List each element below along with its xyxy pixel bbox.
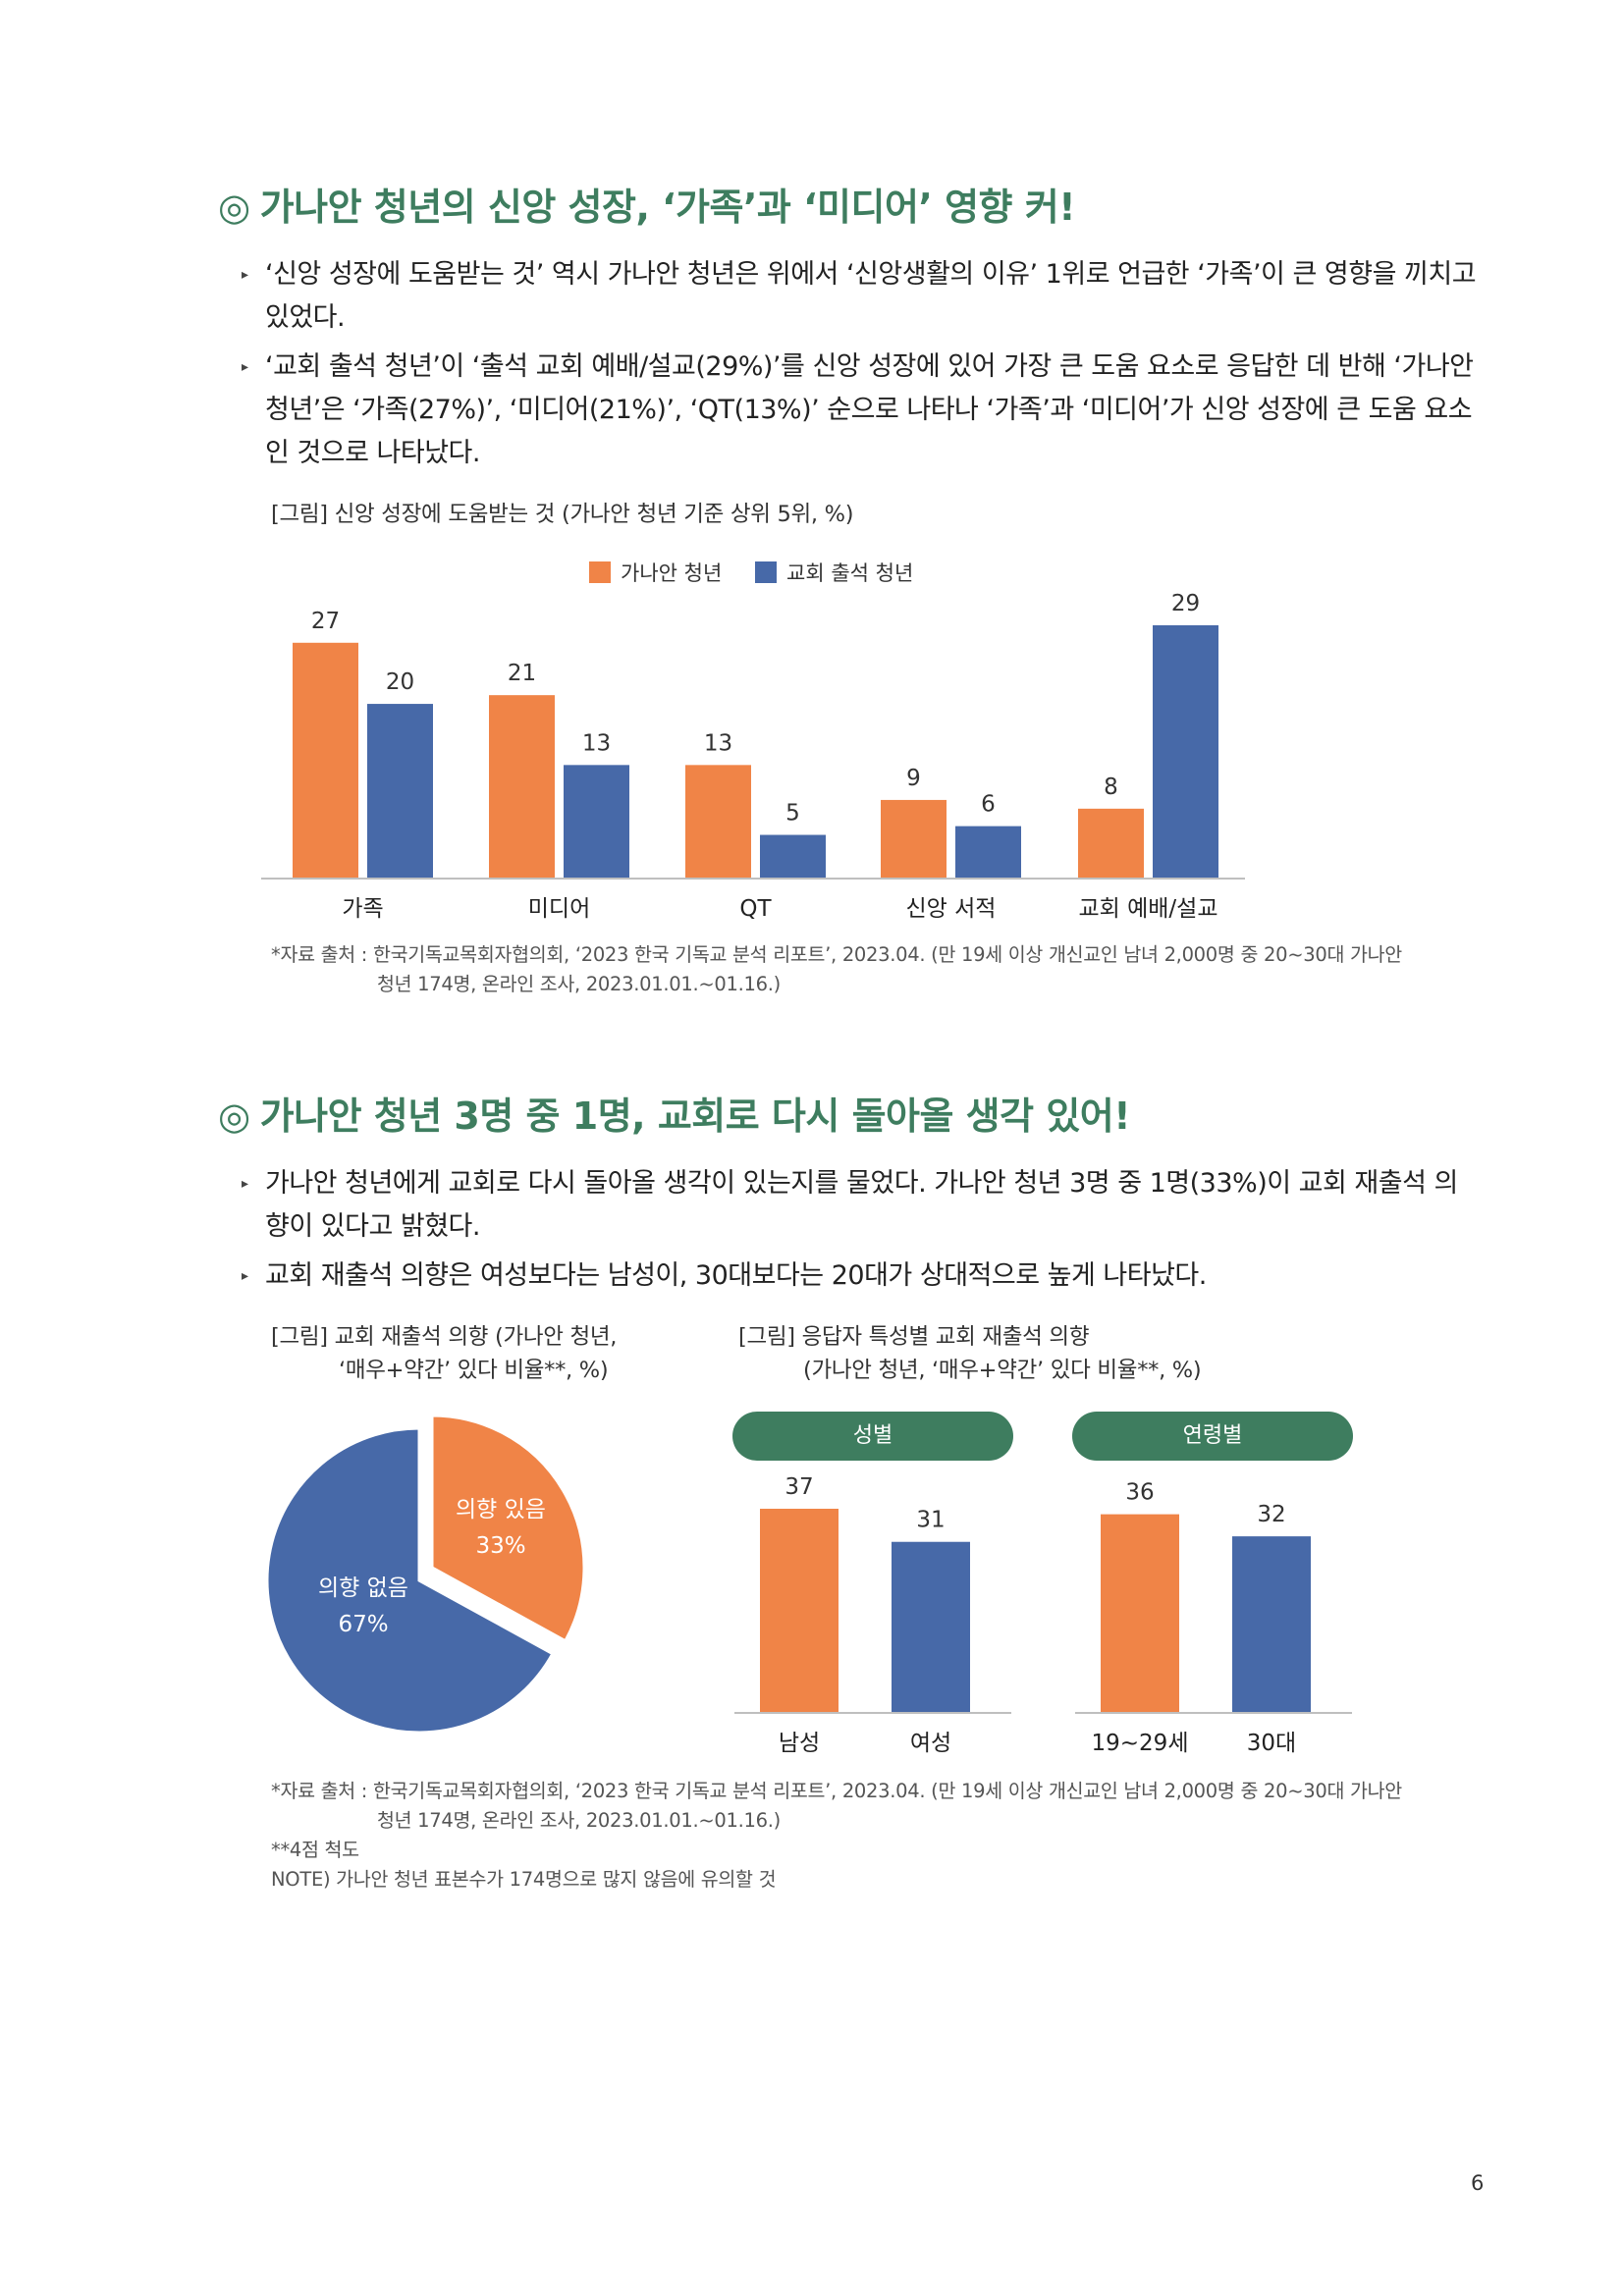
gender-bar-1: [892, 1541, 970, 1713]
bar-caption-line1: [그림] 응답자 특성별 교회 재출석 의향: [738, 1324, 1090, 1350]
pie-slice-willing: [430, 1414, 586, 1643]
bar-attending-0: [367, 704, 433, 879]
category-label: QT: [739, 896, 772, 922]
pie-slice-percent: 67%: [338, 1612, 388, 1637]
section2-bullet-1: 가나안 청년에게 교회로 다시 돌아올 생각이 있는지를 물었다. 가나안 청년…: [265, 1168, 1458, 1242]
section1-source-line1: *자료 출처 : 한국기독교목회자협의회, ‘2023 한국 기독교 분석 리포…: [271, 943, 1402, 966]
category-label: 미디어: [528, 896, 590, 922]
section1-source-line2: 청년 174명, 온라인 조사, 2023.01.01.~01.16.): [377, 973, 781, 995]
bar-value-label: 21: [508, 661, 536, 686]
bar-caption-line2: (가나안 청년, ‘매우+약간’ 있다 비율**, %): [803, 1358, 1202, 1383]
bar-value-label: 13: [582, 730, 611, 756]
category-label: 남성: [779, 1731, 820, 1756]
bar-value-label: 32: [1257, 1502, 1285, 1527]
bar-canaan-0: [293, 642, 358, 879]
bar-canaan-3: [881, 799, 947, 879]
age-bar-1: [1232, 1536, 1311, 1713]
gender-bar-0: [760, 1509, 839, 1713]
bullet-icon: ▸: [242, 267, 249, 283]
bar-value-label: 6: [981, 792, 996, 818]
gender-group-pill: 성별: [732, 1412, 1013, 1461]
bullet-icon: ▸: [242, 1268, 249, 1284]
section1-bullet-2: ‘교회 출석 청년’이 ‘출석 교회 예배/설교(29%)’를 신앙 성장에 있…: [265, 351, 1474, 468]
legend-label: 가나안 청년: [621, 561, 722, 585]
age-bar-0: [1101, 1514, 1179, 1713]
faith-growth-bar-chart: 가나안 청년 교회 출석 청년 27 20 21 13 13 5 9 6 8 29 가족 미디어 QT 신…: [261, 561, 1245, 922]
reattendance-pie-chart: 의향 있음 33% 의향 없음 67%: [265, 1414, 586, 1735]
sample-size-note: NOTE) 가나안 청년 표본수가 174명으로 많지 않음에 유의할 것: [271, 1868, 777, 1891]
section2-source-line1: *자료 출처 : 한국기독교목회자협의회, ‘2023 한국 기독교 분석 리포…: [271, 1780, 1402, 1802]
page-number: 6: [1471, 2171, 1485, 2195]
section1-title: ◎ 가나안 청년의 신앙 성장, ‘가족’과 ‘미디어’ 영향 커!: [218, 177, 1076, 231]
category-label: 가족: [342, 896, 383, 922]
bar-value-label: 27: [311, 609, 340, 634]
bullet-icon: ▸: [242, 1176, 249, 1192]
bar-value-label: 36: [1125, 1480, 1154, 1506]
figure1-caption: [그림] 신앙 성장에 도움받는 것 (가나안 청년 기준 상위 5위, %): [271, 502, 854, 527]
age-group-pill: 연령별: [1072, 1412, 1353, 1461]
category-label: 신앙 서적: [906, 896, 997, 922]
bar-attending-1: [564, 765, 629, 879]
category-label: 19~29세: [1092, 1731, 1189, 1756]
bar-attending-2: [760, 834, 826, 879]
reattendance-charts: 의향 있음 33% 의향 없음 67% 37 남성 31 여성 36 19~29세 32 30대: [265, 1414, 1352, 1756]
legend-swatch: [589, 561, 611, 583]
category-label: 30대: [1247, 1731, 1296, 1756]
bar-value-label: 9: [906, 766, 921, 791]
pie-caption-line1: [그림] 교회 재출석 의향 (가나안 청년,: [271, 1324, 618, 1350]
pie-slice-label: 의향 있음: [456, 1497, 546, 1522]
section1-bullet-1: ‘신앙 성장에 도움받는 것’ 역시 가나안 청년은 위에서 ‘신앙생활의 이유…: [265, 259, 1477, 333]
pie-slice-percent: 33%: [475, 1533, 525, 1559]
bar-attending-3: [955, 826, 1021, 879]
bullet-icon: ▸: [242, 359, 249, 375]
category-label: 교회 예배/설교: [1078, 896, 1217, 922]
bar-value-label: 8: [1104, 774, 1118, 800]
scale-note: **4점 척도: [271, 1839, 359, 1861]
section2-title: ◎ 가나안 청년 3명 중 1명, 교회로 다시 돌아올 생각 있어!: [218, 1086, 1131, 1140]
bar-attending-4: [1153, 625, 1218, 879]
circle-mark-icon: ◎: [218, 1095, 250, 1138]
bar-value-label: 20: [386, 669, 414, 695]
section2-source-line2: 청년 174명, 온라인 조사, 2023.01.01.~01.16.): [377, 1809, 781, 1832]
bar-value-label: 5: [785, 801, 800, 827]
category-label: 여성: [910, 1731, 951, 1756]
pie-slice-label: 의향 없음: [318, 1575, 408, 1601]
bar-value-label: 37: [784, 1474, 813, 1500]
legend-label: 교회 출석 청년: [786, 561, 913, 585]
bar-value-label: 31: [916, 1508, 945, 1533]
bar-value-label: 29: [1171, 591, 1200, 616]
section1-title-text: 가나안 청년의 신앙 성장, ‘가족’과 ‘미디어’ 영향 커!: [259, 186, 1076, 229]
section2-bullet-2: 교회 재출석 의향은 여성보다는 남성이, 30대보다는 20대가 상대적으로 …: [265, 1260, 1207, 1291]
bar-canaan-1: [489, 695, 555, 879]
circle-mark-icon: ◎: [218, 186, 250, 229]
pie-caption-line2: ‘매우+약간’ 있다 비율**, %): [339, 1358, 609, 1383]
section2-title-text: 가나안 청년 3명 중 1명, 교회로 다시 돌아올 생각 있어!: [259, 1095, 1131, 1138]
pie-slice-unwilling: [265, 1426, 555, 1735]
bar-canaan-4: [1078, 808, 1144, 879]
bar-canaan-2: [685, 765, 751, 879]
legend-swatch: [755, 561, 777, 583]
bar-value-label: 13: [704, 730, 732, 756]
